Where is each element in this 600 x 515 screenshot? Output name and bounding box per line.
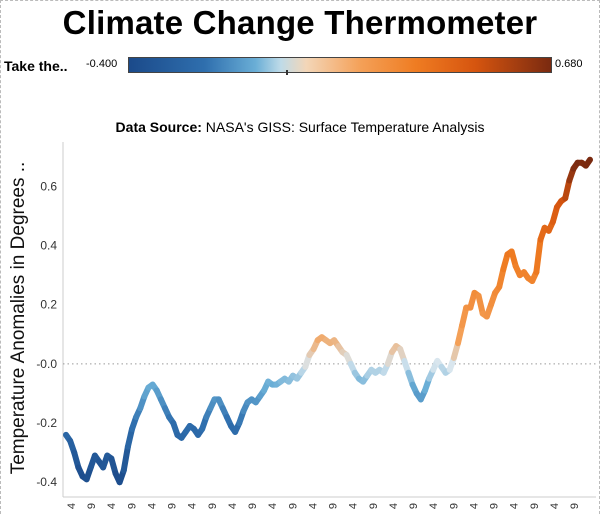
x-tick-label: 4: [187, 503, 199, 509]
x-tick-label: 9: [489, 503, 501, 509]
x-tick-label: 4: [388, 503, 400, 509]
x-tick-label: 4: [106, 503, 118, 509]
x-tick-label: 9: [448, 503, 460, 509]
line-segment[interactable]: [475, 292, 486, 317]
line-segment[interactable]: [496, 266, 507, 290]
y-tick-label: -0.4: [36, 475, 57, 489]
legend-zero-marker: [286, 70, 288, 75]
y-axis-label: Temperature Anomalies in Degrees ..: [8, 162, 29, 475]
x-tick-label: 9: [167, 503, 179, 509]
line-segment[interactable]: [582, 156, 593, 169]
legend-max-label: 0.680: [555, 58, 583, 70]
y-tick-label: -0.0: [36, 357, 57, 371]
page-title: Climate Change Thermometer: [62, 4, 538, 41]
x-tick-label: 9: [529, 503, 541, 509]
line-segment[interactable]: [562, 177, 573, 202]
subtitle-bold: Data Source:: [115, 119, 202, 135]
x-tick-label: 9: [408, 503, 420, 509]
x-tick-label: 4: [66, 503, 78, 509]
x-tick-label: 9: [86, 503, 98, 509]
x-tick-label: 4: [307, 503, 319, 509]
x-tick-label: 4: [267, 503, 279, 509]
x-tick-label: 4: [348, 503, 360, 509]
y-tick-label: 0.2: [40, 298, 57, 312]
x-tick-label: 9: [207, 503, 219, 509]
x-tick-label: 9: [247, 503, 259, 509]
temperature-series: [63, 156, 593, 486]
x-tick-label: 4: [428, 503, 440, 509]
line-segment[interactable]: [533, 236, 544, 276]
x-tick-label: 9: [368, 503, 380, 509]
chart-subtitle: Data Source: NASA's GISS: Surface Temper…: [0, 119, 600, 135]
x-tick-label: 4: [549, 503, 561, 509]
y-axis: 0.6 0.4 0.2 -0.0 -0.2 -0.4: [36, 179, 57, 489]
x-tick-label: 9: [287, 503, 299, 509]
y-tick-label: -0.2: [36, 416, 57, 430]
x-tick-label: 4: [227, 503, 239, 509]
line-segment[interactable]: [120, 443, 131, 474]
x-tick-label: 9: [328, 503, 340, 509]
x-tick-label: 4: [146, 503, 158, 509]
line-segment[interactable]: [459, 304, 470, 329]
x-axis: 4 9 4 9 4 9 4 9 4 9 4 9 4 9 4 9 4 9 4 9 4 9 4 9 4 9: [66, 503, 581, 509]
line-segment[interactable]: [454, 322, 466, 347]
legend-min-label: -0.400: [86, 58, 118, 70]
line-segment[interactable]: [124, 425, 136, 450]
y-tick-label: 0.6: [40, 179, 57, 193]
color-legend-bar[interactable]: [128, 57, 552, 73]
x-tick-label: 4: [509, 503, 521, 509]
subtitle-text: NASA's GISS: Surface Temperature Analysi…: [205, 119, 485, 135]
legend-label: Take the..: [4, 58, 68, 74]
y-tick-label: 0.4: [40, 239, 57, 253]
x-tick-label: 9: [569, 503, 581, 509]
x-tick-label: 4: [468, 503, 480, 509]
x-tick-label: 9: [126, 503, 138, 509]
